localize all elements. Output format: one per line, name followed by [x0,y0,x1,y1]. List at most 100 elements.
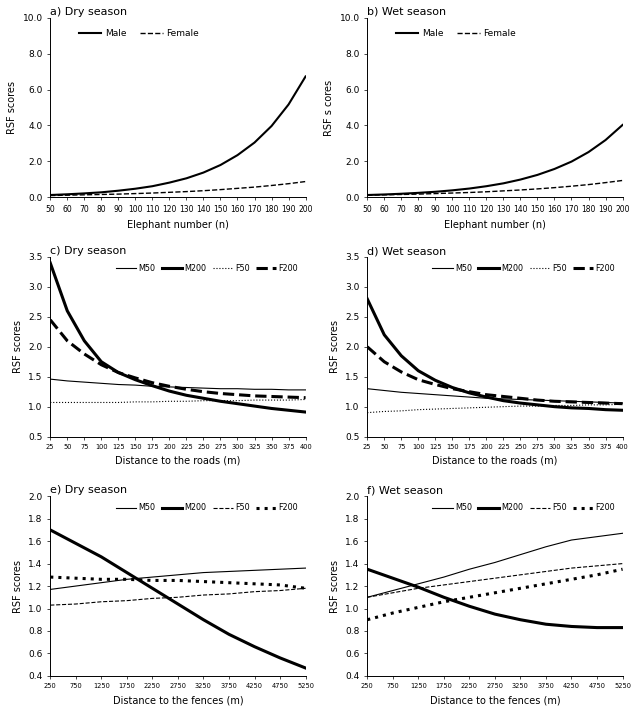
Male [466,184,473,193]
Female [114,190,122,199]
F200 [98,360,105,369]
Text: b) Wet season: b) Wet season [367,7,447,17]
Line: F50: F50 [50,399,306,402]
M200 [568,404,575,412]
F50 [182,397,190,406]
M50 [593,533,601,541]
Female [568,182,575,191]
Male [98,188,105,197]
M200 [268,404,276,413]
F200 [174,576,182,585]
Female [166,188,174,197]
Text: c) Dry season: c) Dry season [50,246,126,256]
Female [234,184,241,193]
Male [364,191,371,199]
F50 [568,401,575,409]
Male [285,100,292,109]
F200 [517,394,524,402]
Legend: Male, Female: Male, Female [392,26,519,42]
F200 [364,615,371,624]
M50 [285,386,292,394]
F50 [440,581,448,590]
F50 [80,398,88,407]
F200 [182,385,190,394]
Female [98,190,105,199]
F50 [449,404,456,413]
Female [364,191,371,199]
Female [551,184,558,192]
M50 [225,567,233,576]
F50 [276,586,284,595]
Female [302,177,309,186]
Line: Female: Female [367,180,623,195]
F50 [533,402,541,410]
F200 [302,584,309,592]
Male [131,184,139,193]
Text: d) Wet season: d) Wet season [367,246,447,256]
Line: F50: F50 [50,588,306,605]
M50 [114,380,122,389]
M200 [568,622,575,631]
F50 [47,398,54,407]
F50 [500,402,507,411]
M200 [482,393,490,402]
M50 [568,535,575,544]
F50 [619,560,627,568]
Male [302,72,309,80]
Male [397,189,405,198]
Y-axis label: RSF s cores: RSF s cores [324,80,334,135]
Female [517,186,524,194]
M200 [285,406,292,414]
Text: f) Wet season: f) Wet season [367,486,443,496]
M50 [276,565,284,573]
F50 [114,398,122,407]
F200 [72,574,80,582]
Male [533,171,541,179]
Male [80,189,88,198]
Legend: M50, M200, F50, F200: M50, M200, F50, F200 [112,261,302,276]
M200 [302,408,309,417]
F50 [98,597,105,606]
Female [584,180,592,189]
M50 [98,578,105,587]
M200 [80,337,88,345]
M50 [491,558,499,567]
Line: F200: F200 [367,569,623,619]
M200 [200,394,207,402]
F50 [131,397,139,406]
Legend: M50, M200, F50, F200: M50, M200, F50, F200 [429,501,618,515]
F50 [602,401,609,409]
X-axis label: Distance to the roads (m): Distance to the roads (m) [432,456,558,466]
F50 [517,402,524,410]
F50 [225,590,233,598]
M200 [200,615,207,624]
M200 [364,565,371,573]
F50 [217,397,225,405]
Line: M200: M200 [50,530,306,668]
Male [234,151,241,159]
F200 [500,392,507,401]
Male [602,136,609,145]
F200 [98,575,105,584]
Male [200,168,207,177]
F200 [415,603,422,612]
Female [149,189,156,197]
F50 [72,600,80,608]
X-axis label: Distance to the fences (m): Distance to the fences (m) [429,695,560,705]
F50 [431,405,439,414]
F50 [174,593,182,602]
F200 [225,578,233,587]
M50 [234,384,241,393]
Female [431,189,439,198]
Male [431,187,439,196]
F200 [593,570,601,579]
F200 [389,609,397,617]
X-axis label: Distance to the roads (m): Distance to the roads (m) [115,456,241,466]
F50 [380,407,388,416]
F200 [217,389,225,398]
M50 [217,384,225,393]
F50 [251,396,258,404]
M50 [619,529,627,538]
M200 [619,406,627,414]
F50 [415,584,422,592]
